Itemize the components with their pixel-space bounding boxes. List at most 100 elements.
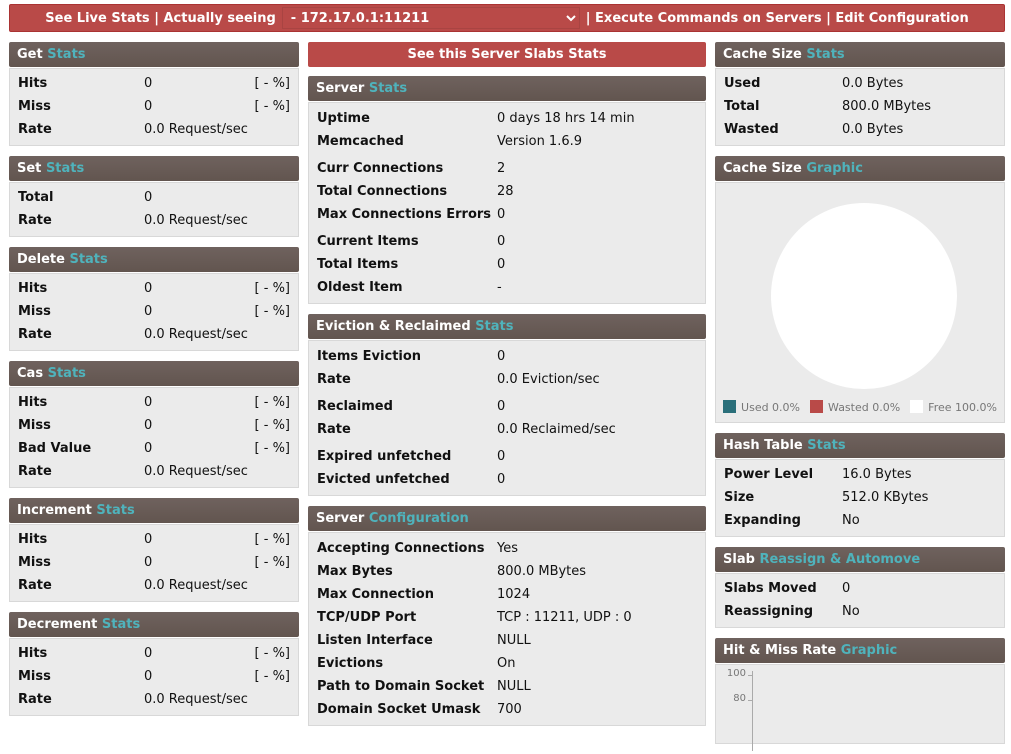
header-accent: Stats bbox=[45, 161, 85, 176]
stat-label: Path to Domain Socket bbox=[317, 679, 485, 694]
stat-row: Rate 0.0 Eviction/sec bbox=[309, 368, 705, 391]
stat-row: Accepting Connections Yes bbox=[309, 537, 705, 560]
stat-row: Uptime 0 days 18 hrs 14 min bbox=[309, 107, 705, 130]
stat-label: Max Connections Errors bbox=[317, 207, 492, 222]
stat-row: Miss 0 [ - %] bbox=[10, 665, 298, 688]
stat-value: 800.0 MBytes bbox=[842, 99, 932, 114]
stat-percent: [ - %] bbox=[254, 418, 290, 433]
stat-label: Slabs Moved bbox=[724, 581, 817, 596]
stat-value: 0.0 Request/sec bbox=[144, 327, 248, 342]
panel-body: Items Eviction 0 Rate 0.0 Eviction/sec Recla… bbox=[308, 340, 706, 496]
live-stats-link[interactable]: See Live Stats | Actually seeing bbox=[45, 10, 276, 26]
stat-value: 0.0 Reclaimed/sec bbox=[497, 422, 616, 437]
stat-row: Hits 0 [ - %] bbox=[10, 528, 298, 551]
stat-value: 0 bbox=[144, 76, 153, 91]
stat-label: Rate bbox=[18, 213, 52, 228]
stat-value: 0.0 Request/sec bbox=[144, 578, 248, 593]
stat-label: Rate bbox=[18, 464, 52, 479]
stat-percent: [ - %] bbox=[254, 555, 290, 570]
panel-0-header: Server Stats bbox=[308, 76, 706, 101]
header-accent: Stats bbox=[69, 252, 108, 267]
stat-label: Expanding bbox=[724, 513, 801, 528]
stat-value: 16.0 Bytes bbox=[842, 467, 912, 482]
stat-label: Hits bbox=[18, 646, 48, 661]
panel-1-header: Eviction & Reclaimed Stats bbox=[308, 314, 706, 339]
header-title: Hit & Miss Rate bbox=[723, 643, 837, 658]
stat-label: Miss bbox=[18, 555, 51, 570]
stat-value: 0.0 Request/sec bbox=[144, 464, 248, 479]
stat-label: Rate bbox=[18, 692, 52, 707]
left-column: Get Stats Hits 0 [ - %] Miss 0 [ - %] Rate 0.0 R… bbox=[9, 42, 299, 726]
stat-percent: [ - %] bbox=[254, 281, 290, 296]
stat-label: Current Items bbox=[317, 234, 419, 249]
stat-value: 0 bbox=[144, 669, 153, 684]
stat-label: Expired unfetched bbox=[317, 449, 452, 464]
stat-percent: [ - %] bbox=[254, 76, 290, 91]
stat-row: Rate 0.0 Request/sec bbox=[10, 323, 298, 346]
stat-row: Rate 0.0 Request/sec bbox=[10, 574, 298, 597]
header-accent: Configuration bbox=[368, 511, 469, 526]
stat-row: Power Level 16.0 Bytes bbox=[716, 463, 1004, 486]
stat-label: Items Eviction bbox=[317, 349, 422, 364]
stat-value: 0.0 Bytes bbox=[842, 122, 904, 137]
header-accent: Graphic bbox=[806, 161, 863, 176]
stat-label: Rate bbox=[18, 578, 52, 593]
header-title: Server bbox=[316, 511, 365, 526]
stat-value: 0 bbox=[497, 257, 506, 272]
stat-value: 0 bbox=[497, 234, 506, 249]
stat-value: 0.0 Request/sec bbox=[144, 692, 248, 707]
stat-row: Miss 0 [ - %] bbox=[10, 95, 298, 118]
stat-label: Reclaimed bbox=[317, 399, 393, 414]
stat-value: Yes bbox=[497, 541, 518, 556]
header-title: Cache Size bbox=[723, 161, 802, 176]
stat-row: Miss 0 [ - %] bbox=[10, 300, 298, 323]
stat-label: Miss bbox=[18, 669, 51, 684]
stat-value: 0 days 18 hrs 14 min bbox=[497, 111, 635, 126]
stat-value: 800.0 MBytes bbox=[497, 564, 587, 579]
stat-row: Hits 0 [ - %] bbox=[10, 277, 298, 300]
stat-value: - bbox=[497, 280, 502, 295]
slabs-stats-button[interactable]: See this Server Slabs Stats bbox=[308, 42, 706, 67]
stat-percent: [ - %] bbox=[254, 532, 290, 547]
stat-value: 2 bbox=[497, 161, 506, 176]
top-links[interactable]: | Execute Commands on Servers | Edit Con… bbox=[585, 10, 969, 26]
stat-label: Total bbox=[18, 190, 54, 205]
stat-percent: [ - %] bbox=[254, 669, 290, 684]
cache-size-stats-header: Cache Size Stats bbox=[715, 42, 1005, 67]
legend-item: Wasted 0.0% bbox=[810, 400, 900, 414]
stat-row: Max Connections Errors 0 bbox=[309, 203, 705, 226]
pie-chart bbox=[771, 203, 957, 389]
pie-chart-panel: Used 0.0% Wasted 0.0% Free 100.0% bbox=[715, 182, 1005, 423]
header-title: Get bbox=[17, 47, 43, 62]
legend-swatch bbox=[910, 400, 924, 413]
stat-value: 0 bbox=[842, 581, 851, 596]
stat-label: Evicted unfetched bbox=[317, 472, 450, 487]
stat-value: NULL bbox=[497, 633, 531, 648]
panel-body: Hits 0 [ - %] Miss 0 [ - %] Rate 0.0 Request/se… bbox=[9, 68, 299, 146]
stat-label: Size bbox=[724, 490, 755, 505]
server-select[interactable]: - 172.17.0.1:11211 bbox=[281, 7, 580, 29]
stat-percent: [ - %] bbox=[254, 395, 290, 410]
stat-label: Miss bbox=[18, 99, 51, 114]
panel-increment-header: Increment Stats bbox=[9, 498, 299, 523]
header-accent: Stats bbox=[806, 47, 845, 62]
stat-row: Bad Value 0 [ - %] bbox=[10, 437, 298, 460]
y-tick-label: 100 bbox=[726, 668, 746, 679]
stat-value: 0 bbox=[144, 646, 153, 661]
stat-value: 1024 bbox=[497, 587, 531, 602]
stat-label: Bad Value bbox=[18, 441, 92, 456]
stat-label: Reassigning bbox=[724, 604, 814, 619]
header-accent: Stats bbox=[47, 47, 86, 62]
stat-value: TCP : 11211, UDP : 0 bbox=[497, 610, 632, 625]
stat-row: Path to Domain Socket NULL bbox=[309, 675, 705, 698]
header-title: Cas bbox=[17, 366, 44, 381]
y-axis bbox=[752, 671, 753, 751]
stat-row: Wasted 0.0 Bytes bbox=[716, 118, 1004, 141]
panel-body: Hits 0 [ - %] Miss 0 [ - %] Rate 0.0 Request/se… bbox=[9, 524, 299, 602]
panel-body: Hits 0 [ - %] Miss 0 [ - %] Rate 0.0 Request/se… bbox=[9, 273, 299, 351]
stat-row: Rate 0.0 Request/sec bbox=[10, 209, 298, 232]
stat-row: Oldest Item - bbox=[309, 276, 705, 299]
stat-value: 0 bbox=[144, 281, 153, 296]
stat-value: 0 bbox=[497, 207, 506, 222]
header-title: Cache Size bbox=[723, 47, 802, 62]
